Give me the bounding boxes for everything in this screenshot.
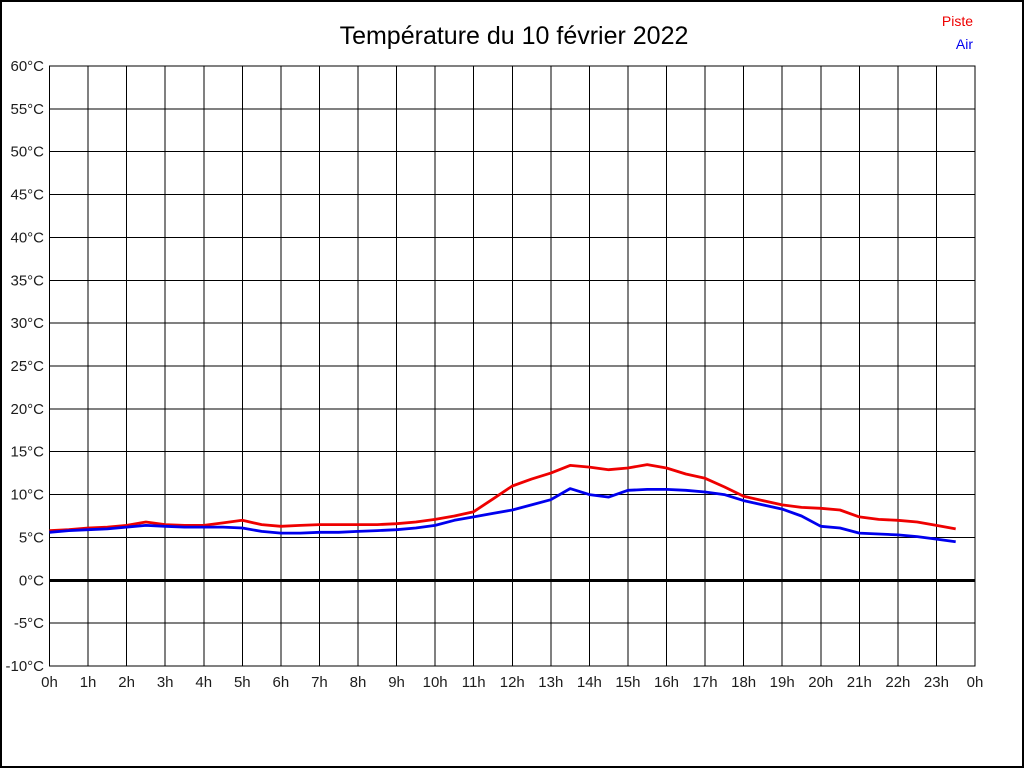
y-axis-labels: 60°C 55°C 50°C 45°C 40°C 35°C 30°C 25°C 20°C 15°C… (5, 58, 44, 675)
x-tick-label: 11h (462, 674, 486, 691)
x-tick-label: 10h (423, 674, 448, 691)
axis-frame (48, 65, 976, 667)
x-tick-label: 8h (350, 674, 367, 691)
y-tick-label: 50°C (10, 144, 44, 161)
x-tick-label: 13h (538, 674, 563, 691)
x-tick-label: 21h (847, 674, 872, 691)
x-axis-labels: 0h 1h 2h 3h 4h 5h 6h 7h 8h 9h 10h 11h 12h 13h 14h 15h 16… (41, 674, 983, 691)
y-tick-label: 40°C (10, 229, 44, 246)
y-tick-label: 30°C (10, 315, 44, 332)
air-temperature-line (49, 487, 956, 544)
x-tick-label: 3h (157, 674, 174, 691)
x-tick-label: 0h (967, 674, 984, 691)
x-tick-label: 16h (654, 674, 679, 691)
x-tick-label: 5h (234, 674, 251, 691)
data-series (49, 463, 956, 544)
x-tick-label: 14h (577, 674, 602, 691)
y-tick-label: 35°C (10, 272, 44, 289)
piste-temperature-line (49, 463, 956, 532)
x-tick-label: 17h (693, 674, 718, 691)
plot-border (48, 65, 976, 667)
x-tick-label: 20h (808, 674, 833, 691)
y-tick-label: 15°C (10, 444, 44, 461)
legend-air-label: Air (956, 36, 973, 52)
y-tick-label: 45°C (10, 187, 44, 204)
legend: Piste Air (942, 13, 973, 52)
x-tick-label: 1h (80, 674, 97, 691)
legend-piste-label: Piste (942, 13, 973, 29)
x-tick-label: 2h (118, 674, 135, 691)
x-tick-label: 9h (388, 674, 405, 691)
x-tick-label: 12h (500, 674, 525, 691)
grid (49, 65, 976, 667)
x-tick-label: 0h (41, 674, 58, 691)
y-tick-label: 20°C (10, 401, 44, 418)
x-tick-label: 23h (924, 674, 949, 691)
x-tick-label: 6h (273, 674, 290, 691)
y-tick-label: 5°C (19, 529, 44, 546)
x-tick-label: 4h (195, 674, 212, 691)
y-tick-label: 0°C (19, 572, 44, 589)
y-tick-label: -5°C (14, 615, 44, 632)
x-tick-label: 19h (770, 674, 795, 691)
y-tick-label: 55°C (10, 101, 44, 118)
y-tick-label: -10°C (5, 658, 44, 675)
x-tick-label: 15h (615, 674, 640, 691)
y-tick-label: 25°C (10, 358, 44, 375)
x-tick-label: 7h (311, 674, 328, 691)
chart-title: Température du 10 février 2022 (340, 22, 689, 50)
y-tick-label: 60°C (10, 58, 44, 75)
x-tick-label: 18h (731, 674, 756, 691)
y-tick-label: 10°C (10, 487, 44, 504)
x-tick-label: 22h (885, 674, 910, 691)
